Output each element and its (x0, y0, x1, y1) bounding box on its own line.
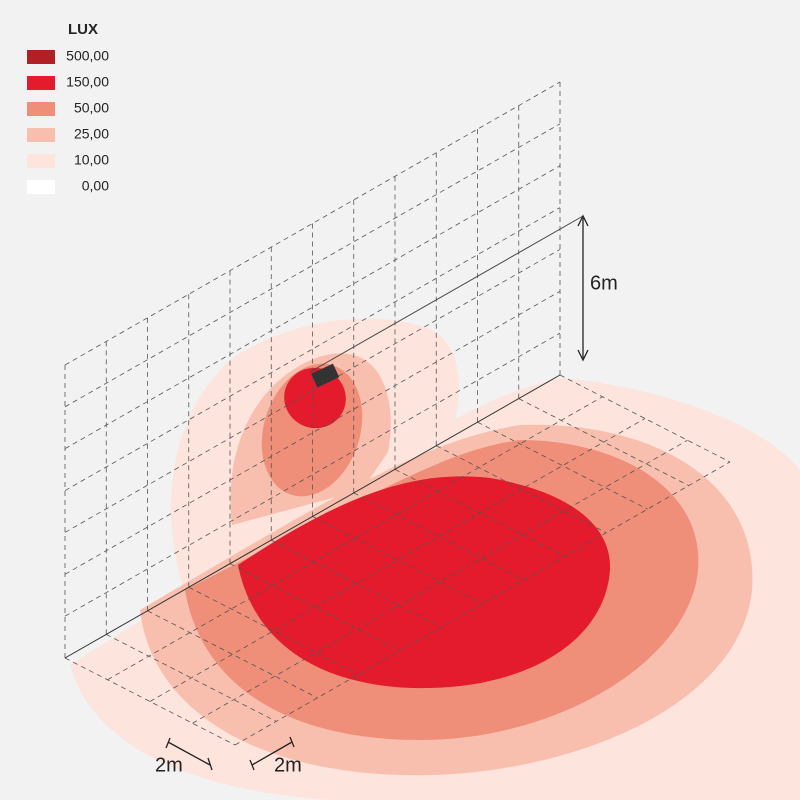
legend-swatch (27, 180, 55, 194)
legend-swatch (27, 128, 55, 142)
grid-label-b: 2m (274, 754, 302, 776)
legend-title: LUX (68, 21, 98, 38)
fixture (311, 363, 340, 388)
contours (70, 318, 800, 800)
wall-base (64, 374, 561, 659)
grid-line (229, 563, 401, 652)
dim-b (249, 736, 295, 771)
contour-150 (238, 476, 611, 689)
grid-line (64, 657, 236, 746)
grid-line (394, 468, 566, 557)
legend-swatch (27, 102, 55, 116)
grid-line (477, 421, 648, 510)
legend-swatch (27, 76, 55, 90)
grid-line (106, 634, 277, 722)
grid-line (436, 445, 607, 534)
legend-label: 0,00 (82, 178, 109, 194)
legend-swatch (27, 154, 55, 168)
legend-swatch (27, 50, 55, 64)
height-label: 6m (590, 272, 618, 294)
grid-line (271, 539, 442, 628)
contour-150-wall (284, 367, 346, 429)
dim-a (165, 737, 213, 771)
arrow-heads (577, 214, 589, 362)
legend: 500,00 150,00 50,00 25,00 10,00 0,00 (27, 48, 109, 194)
grid-label-a: 2m (155, 754, 183, 776)
grid-line (147, 610, 318, 699)
grid (64, 81, 731, 746)
grid-line (353, 492, 524, 581)
mount-line (309, 215, 584, 373)
legend-label: 500,00 (66, 48, 109, 64)
legend-label: 150,00 (66, 74, 109, 90)
grid-line (312, 516, 483, 604)
legend-label: 25,00 (74, 126, 109, 142)
grid-line (559, 374, 731, 463)
grid-line (188, 586, 359, 675)
grid-line (518, 398, 689, 486)
legend-label: 50,00 (74, 100, 109, 116)
legend-label: 10,00 (74, 152, 109, 168)
